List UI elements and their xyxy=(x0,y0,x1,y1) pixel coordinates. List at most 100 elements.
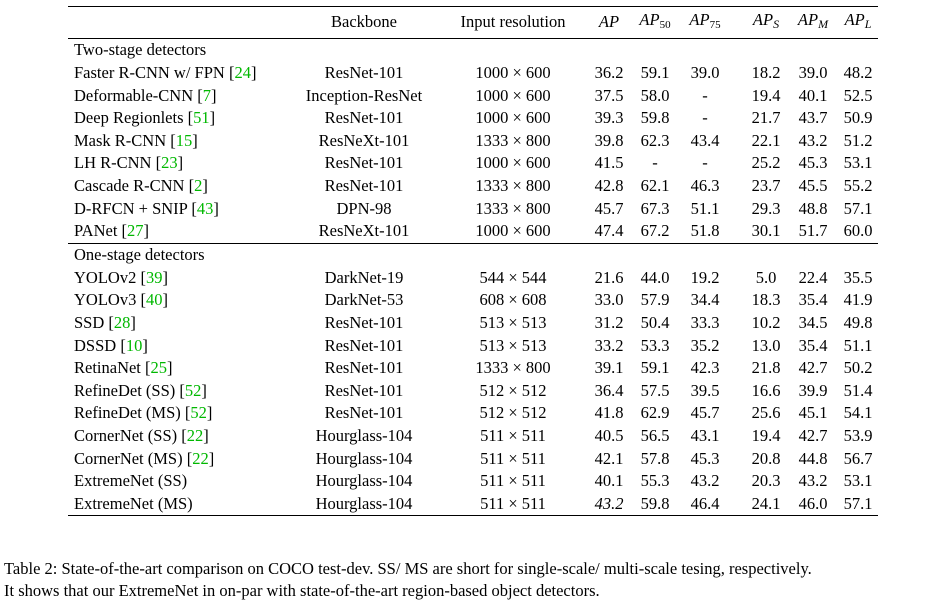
ap-cell: 21.6 xyxy=(594,267,624,287)
ap75-cell: 43.4 xyxy=(690,130,720,150)
ap-cell: 40.1 xyxy=(594,471,624,491)
table-row: CornerNet (SS) [22] Hourglass-104 511 × 51… xyxy=(68,425,878,448)
header-ap75-base: AP xyxy=(689,9,710,29)
gap-cell xyxy=(730,85,744,108)
apm-cell: 46.0 xyxy=(798,493,828,513)
apm-cell: 48.8 xyxy=(798,198,828,218)
apm-cell: 39.0 xyxy=(798,63,828,82)
ap50-cell: 58.0 xyxy=(640,85,670,105)
table-row: Deep Regionlets [51] ResNet-101 1000 × 600… xyxy=(68,107,878,130)
resolution-cell: 1333 × 800 xyxy=(475,358,551,378)
backbone-cell: Hourglass-104 xyxy=(315,471,413,491)
table-row: YOLOv2 [39] DarkNet-19 544 × 544 21.6 44.0 19… xyxy=(68,267,878,290)
aps-cell: 20.3 xyxy=(751,471,781,491)
method-name: Cascade R-CNN xyxy=(74,175,185,195)
method-cell: ExtremeNet (MS) xyxy=(68,493,290,516)
table-row: Deformable-CNN [7] Inception-ResNet 1000 ×… xyxy=(68,85,878,108)
ap-cell: 33.0 xyxy=(594,290,624,310)
aps-cell: 13.0 xyxy=(751,335,781,355)
apl-cell: 55.2 xyxy=(843,175,873,195)
table-row: D-RFCN + SNIP [43] DPN-98 1333 × 800 45.7 67… xyxy=(68,198,878,221)
ap50-cell: 59.8 xyxy=(640,493,670,513)
ap-cell: 39.8 xyxy=(594,130,624,150)
apm-cell: 45.1 xyxy=(798,403,828,423)
citation-link[interactable]: 15 xyxy=(175,130,193,150)
method-name: Faster R-CNN w/ FPN xyxy=(74,63,225,82)
resolution-cell: 1000 × 600 xyxy=(475,108,551,128)
header-apl: APL xyxy=(838,7,878,39)
header-ap-text: AP xyxy=(598,12,620,32)
apm-cell: 22.4 xyxy=(798,267,828,287)
ap75-cell: 39.0 xyxy=(690,63,720,82)
aps-cell: 19.4 xyxy=(751,85,781,105)
citation-link[interactable]: 25 xyxy=(150,358,168,378)
ap50-cell: 57.8 xyxy=(640,448,670,468)
header-apm-sub: M xyxy=(818,17,829,32)
citation-link[interactable]: 10 xyxy=(125,335,143,355)
resolution-cell: 511 × 511 xyxy=(480,493,546,513)
ap-cell: 40.5 xyxy=(594,425,624,445)
apl-cell: 53.9 xyxy=(843,425,873,445)
ap75-cell: 42.3 xyxy=(690,358,720,378)
table-row: DSSD [10] ResNet-101 513 × 513 33.2 53.3 35.2… xyxy=(68,335,878,358)
method-cell: LH R-CNN [23] xyxy=(74,153,184,173)
header-row: Backbone Input resolution AP AP50 AP75 A… xyxy=(68,6,878,39)
header-apm-base: AP xyxy=(797,10,819,30)
ap50-cell: 55.3 xyxy=(640,471,670,491)
ap-cell: 42.8 xyxy=(594,175,624,195)
group-title: One-stage detectors xyxy=(74,244,205,264)
backbone-cell: ResNet-101 xyxy=(324,108,404,128)
aps-cell: 16.6 xyxy=(751,380,781,400)
resolution-cell: 608 × 608 xyxy=(479,290,547,310)
table-row: LH R-CNN [23] ResNet-101 1000 × 600 41.5 - - 2… xyxy=(68,152,878,175)
backbone-cell: ResNet-101 xyxy=(324,380,404,400)
apl-cell: 51.2 xyxy=(843,130,873,150)
resolution-cell: 1000 × 600 xyxy=(475,63,551,82)
gap-cell xyxy=(730,62,744,85)
method-name: YOLOv3 xyxy=(74,290,137,310)
ap-cell: 42.1 xyxy=(594,448,624,468)
method-cell: Deep Regionlets [51] xyxy=(74,108,216,128)
citation-link[interactable]: 7 xyxy=(202,85,212,105)
backbone-cell: DarkNet-19 xyxy=(324,267,404,287)
citation-link[interactable]: 2 xyxy=(194,175,203,195)
ap50-cell: 67.3 xyxy=(640,198,670,218)
resolution-cell: 1333 × 800 xyxy=(475,175,551,195)
citation-link[interactable]: 28 xyxy=(113,312,131,332)
citation-link[interactable]: 24 xyxy=(234,63,251,82)
apm-cell: 35.4 xyxy=(798,335,828,355)
citation-link[interactable]: 40 xyxy=(145,290,163,310)
citation-link[interactable]: 51 xyxy=(193,108,210,128)
ap50-cell: 57.9 xyxy=(640,290,670,310)
apm-cell: 44.8 xyxy=(798,448,828,468)
gap-cell xyxy=(730,425,744,448)
citation-link[interactable]: 43 xyxy=(196,198,214,218)
ap50-cell: 59.1 xyxy=(640,63,670,82)
gap-cell xyxy=(730,493,744,516)
resolution-cell: 511 × 511 xyxy=(480,425,546,445)
aps-cell: 30.1 xyxy=(751,221,781,241)
gap-cell xyxy=(730,130,744,153)
apm-cell: 43.7 xyxy=(798,108,828,128)
citation-link[interactable]: 27 xyxy=(127,221,144,241)
resolution-cell: 512 × 512 xyxy=(479,403,547,423)
apl-cell: 60.0 xyxy=(843,221,873,241)
citation-link[interactable]: 23 xyxy=(161,153,178,173)
citation-link[interactable]: 52 xyxy=(184,380,202,400)
gap-cell xyxy=(730,198,744,221)
table-row: ExtremeNet (MS) Hourglass-104 511 × 511 43.… xyxy=(68,493,878,516)
citation-link[interactable]: 22 xyxy=(186,425,204,445)
header-method xyxy=(68,7,290,39)
method-name: RefineDet (SS) xyxy=(74,380,176,400)
apl-cell: 49.8 xyxy=(843,312,873,332)
aps-cell: 22.1 xyxy=(751,130,781,150)
apm-cell: 43.2 xyxy=(798,471,828,491)
citation-link[interactable]: 52 xyxy=(190,403,207,423)
backbone-cell: Hourglass-104 xyxy=(315,425,413,445)
apm-cell: 42.7 xyxy=(798,358,828,378)
citation-link[interactable]: 39 xyxy=(145,267,163,287)
method-cell: ExtremeNet (SS) xyxy=(68,470,290,493)
citation-link[interactable]: 22 xyxy=(192,448,209,468)
apm-cell: 51.7 xyxy=(798,221,828,241)
resolution-cell: 1333 × 800 xyxy=(475,198,551,218)
